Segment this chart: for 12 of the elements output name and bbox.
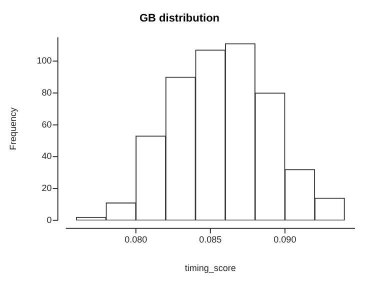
x-tick-label: 0.090 [274,234,296,244]
y-tick-label: 40 [42,151,52,162]
y-axis-title: Frequency [8,107,18,150]
x-tick-label: 0.085 [199,234,222,244]
chart-title: GB distribution [139,12,220,25]
x-axis-title: timing_score [184,263,236,274]
y-tick-label: 0 [46,214,52,225]
y-tick-label: 80 [42,87,52,98]
y-tick-label: 60 [42,119,52,130]
y-tick-label: 100 [36,56,52,66]
x-tick-label: 0.080 [124,234,148,244]
y-tick-label: 20 [42,183,52,194]
